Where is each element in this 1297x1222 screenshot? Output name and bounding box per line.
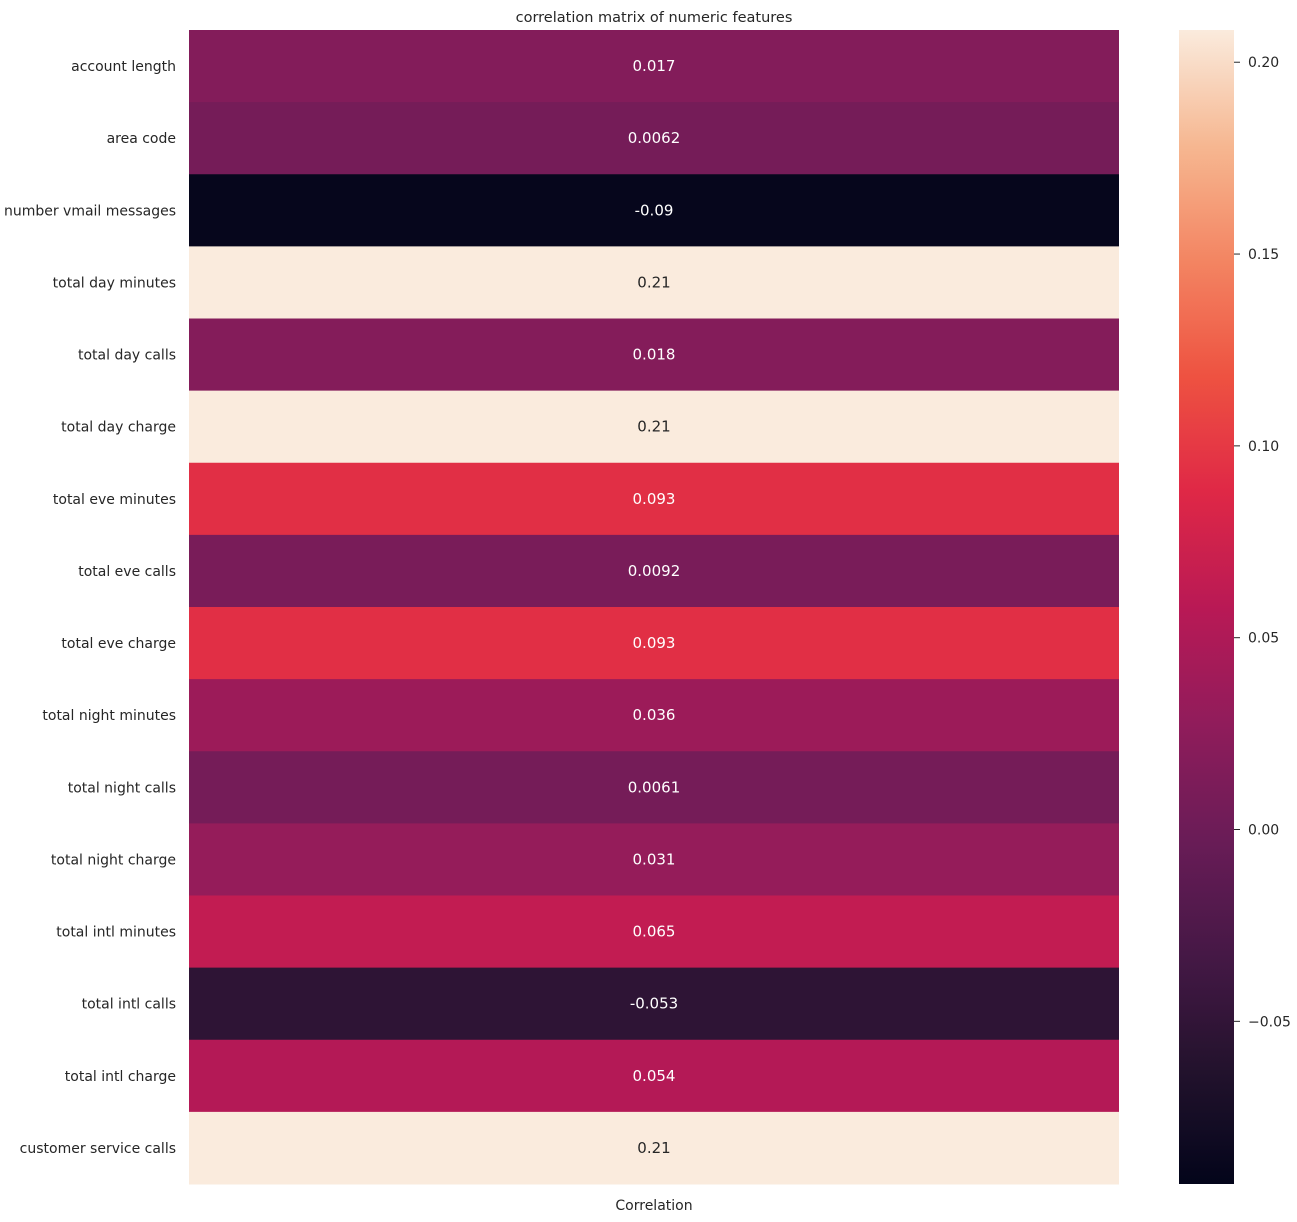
row-label: area code [107, 131, 176, 147]
heatmap-cell [189, 895, 1119, 969]
heatmap-cell [189, 534, 1119, 608]
colorbar-tick-label: −0.05 [1248, 1014, 1291, 1030]
cell-annotation: 0.093 [633, 490, 676, 508]
cell-annotation: -0.053 [630, 995, 678, 1013]
heatmap-cell [189, 679, 1119, 752]
cell-annotation: 0.21 [637, 1139, 670, 1157]
cell-annotation: 0.093 [633, 634, 676, 652]
cell-annotation: -0.09 [635, 201, 674, 219]
heatmap-cell [189, 462, 1119, 536]
row-labels: account length area code number vmail mess… [4, 59, 176, 1157]
heatmap-cell [189, 751, 1119, 824]
column-label: Correlation [615, 1198, 692, 1214]
colorbar-tick-label: 0.00 [1248, 823, 1279, 839]
heatmap-cell [189, 318, 1119, 392]
row-label: account length [71, 59, 176, 75]
row-label: total night minutes [42, 708, 176, 724]
cell-annotation: 0.21 [637, 418, 670, 436]
colorbar-tick-label: 0.20 [1248, 55, 1279, 71]
heatmap-cell [189, 607, 1119, 680]
row-label: total night calls [68, 780, 176, 796]
row-label: customer service calls [20, 1141, 176, 1157]
colorbar-tick-label: 0.15 [1248, 247, 1279, 263]
colorbar-tick-label: 0.10 [1248, 439, 1279, 455]
row-label: total eve minutes [53, 492, 176, 508]
cell-annotation: 0.0061 [628, 778, 681, 796]
cell-annotation: 0.0092 [628, 562, 681, 580]
cell-annotation: 0.065 [633, 923, 676, 941]
heatmap-cell [189, 174, 1119, 247]
row-label: number vmail messages [4, 203, 176, 219]
colorbar-ticks: −0.05 0.00 0.05 0.10 0.15 0.20 [1234, 55, 1291, 1030]
row-label: total intl calls [82, 997, 176, 1013]
row-label: total day charge [61, 420, 176, 436]
cell-annotation: 0.018 [633, 346, 676, 364]
heatmap-cells: 0.017 0.0062 -0.09 0.21 0.018 0.21 0.093 0.0092… [189, 30, 1119, 1185]
cell-annotation: 0.031 [633, 850, 676, 868]
cell-annotation: 0.036 [633, 706, 676, 724]
cell-annotation: 0.054 [633, 1067, 676, 1085]
heatmap-cell [189, 1039, 1119, 1113]
colorbar: −0.05 0.00 0.05 0.10 0.15 0.20 [1179, 30, 1291, 1184]
row-label: total day minutes [53, 275, 176, 291]
heatmap-cell [189, 823, 1119, 896]
cell-annotation: 0.21 [637, 273, 670, 291]
column-labels: Correlation [615, 1198, 692, 1214]
heatmap-cell [189, 390, 1119, 464]
cell-annotation: 0.0062 [628, 129, 681, 147]
row-label: total intl minutes [56, 925, 176, 941]
heatmap-cell [189, 967, 1119, 1041]
cell-annotation: 0.017 [633, 57, 676, 75]
row-label: total day calls [78, 348, 176, 364]
colorbar-tick-label: 0.05 [1248, 631, 1279, 647]
row-label: total eve charge [61, 636, 176, 652]
chart-title: correlation matrix of numeric features [516, 10, 793, 26]
row-label: total eve calls [78, 564, 176, 580]
row-label: total intl charge [65, 1069, 176, 1085]
heatmap-cell [189, 102, 1119, 175]
colorbar-gradient [1179, 30, 1234, 1184]
row-label: total night charge [51, 852, 176, 868]
heatmap-cell [189, 1111, 1119, 1185]
heatmap-cell [189, 246, 1119, 319]
heatmap-cell [189, 30, 1119, 103]
